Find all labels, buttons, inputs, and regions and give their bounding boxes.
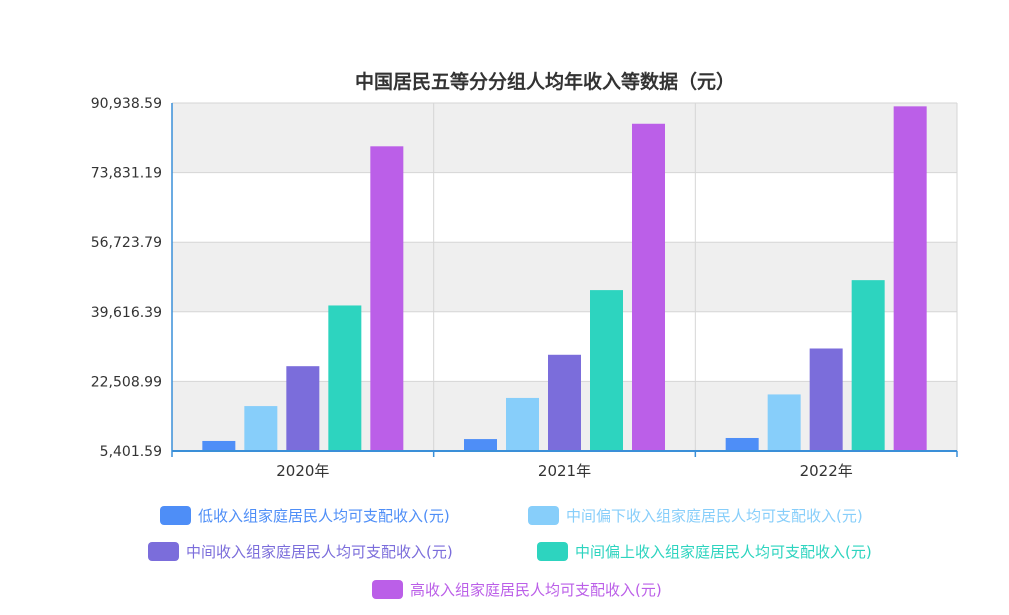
x-tick-label: 2022年: [800, 462, 853, 480]
legend-swatch: [148, 542, 179, 561]
bars: [202, 106, 927, 452]
y-tick-label: 39,616.39: [91, 305, 162, 321]
chart-title: 中国居民五等分分组人均年收入等数据（元）: [355, 70, 735, 93]
grid-band: [172, 172, 957, 243]
bar: [286, 366, 320, 451]
y-tick-label: 5,401.59: [100, 444, 162, 460]
legend: 低收入组家庭居民人均可支配收入(元) 中间偏下收入组家庭居民人均可支配收入(元) 中…: [148, 506, 872, 599]
legend-label: 低收入组家庭居民人均可支配收入(元): [198, 507, 450, 525]
bar: [370, 146, 404, 451]
legend-label: 中间偏下收入组家庭居民人均可支配收入(元): [566, 507, 863, 525]
legend-item: 中间偏上收入组家庭居民人均可支配收入(元): [537, 542, 872, 561]
legend-swatch: [372, 580, 403, 599]
legend-swatch: [537, 542, 568, 561]
bar: [809, 348, 843, 451]
bar: [632, 123, 665, 451]
bar: [506, 397, 539, 451]
x-tick-label: 2021年: [538, 462, 591, 480]
y-tick-label: 56,723.79: [91, 235, 162, 251]
legend-label: 中间收入组家庭居民人均可支配收入(元): [186, 543, 453, 561]
bar: [548, 354, 581, 451]
x-tick-label: 2020年: [276, 462, 329, 480]
axes: 5,401.59 22,508.99 39,616.39 56,723.79 73,83…: [91, 96, 958, 480]
legend-label: 高收入组家庭居民人均可支配收入(元): [410, 581, 662, 599]
bar: [767, 394, 801, 451]
legend-item: 高收入组家庭居民人均可支配收入(元): [372, 580, 662, 599]
legend-label: 中间偏上收入组家庭居民人均可支配收入(元): [575, 543, 872, 561]
grid-band: [172, 242, 957, 312]
y-tick-label: 90,938.59: [91, 96, 162, 112]
bar: [893, 106, 927, 452]
legend-item: 中间收入组家庭居民人均可支配收入(元): [148, 542, 453, 561]
bar: [725, 437, 759, 451]
y-tick-label: 22,508.99: [91, 374, 162, 390]
bar: [851, 280, 885, 451]
grid-band: [172, 103, 957, 173]
bar: [590, 290, 623, 451]
bar: [464, 439, 497, 451]
bar: [328, 305, 362, 451]
legend-swatch: [528, 506, 559, 525]
legend-item: 中间偏下收入组家庭居民人均可支配收入(元): [528, 506, 863, 525]
bar: [202, 440, 236, 451]
legend-swatch: [160, 506, 191, 525]
y-tick-label: 73,831.19: [91, 166, 162, 182]
legend-item: 低收入组家庭居民人均可支配收入(元): [160, 506, 450, 525]
bar: [244, 406, 278, 451]
